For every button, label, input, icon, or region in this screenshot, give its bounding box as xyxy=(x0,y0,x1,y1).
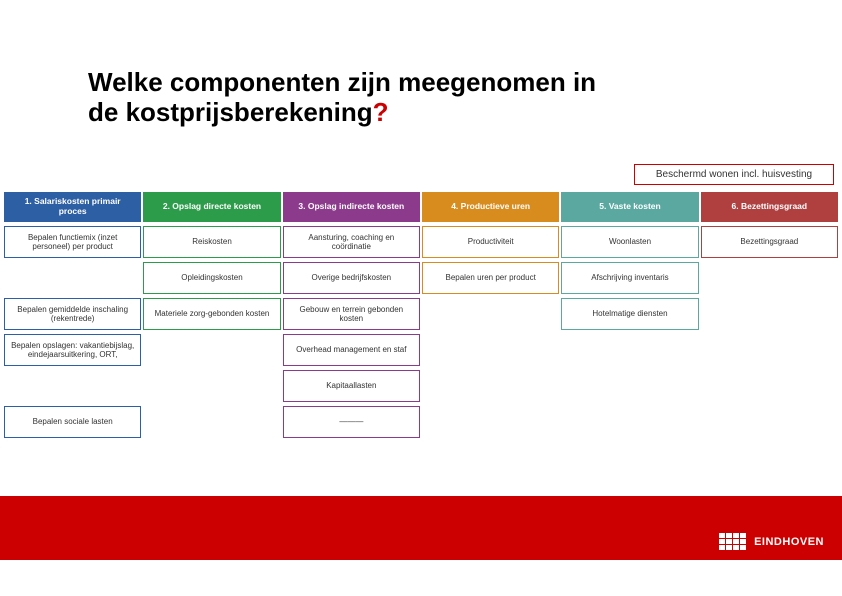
component-cell: Bepalen uren per product xyxy=(422,262,559,294)
column-header: 4. Productieve uren xyxy=(422,192,559,222)
component-cell xyxy=(561,406,698,438)
title-line2: de kostprijsberekening xyxy=(88,97,373,127)
component-cell: Bepalen opslagen: vakantiebijslag, einde… xyxy=(4,334,141,366)
component-cell xyxy=(422,370,559,402)
component-cell xyxy=(422,298,559,330)
component-cell: Woonlasten xyxy=(561,226,698,258)
component-cell xyxy=(701,298,838,330)
component-cell xyxy=(701,370,838,402)
component-cell: Aansturing, coaching en coördinatie xyxy=(283,226,420,258)
component-cell: Bezettingsgraad xyxy=(701,226,838,258)
component-cell xyxy=(561,334,698,366)
slide-title: Welke componenten zijn meegenomen in de … xyxy=(88,68,596,128)
component-cell: ——— xyxy=(283,406,420,438)
column-header: 2. Opslag directe kosten xyxy=(143,192,280,222)
footer-band xyxy=(0,496,842,560)
column-header: 5. Vaste kosten xyxy=(561,192,698,222)
column-header: 6. Bezettingsgraad xyxy=(701,192,838,222)
component-cell: Bepalen functiemix (inzet personeel) per… xyxy=(4,226,141,258)
component-cell: Gebouw en terrein gebonden kosten xyxy=(283,298,420,330)
component-cell: Kapitaallasten xyxy=(283,370,420,402)
component-cell: Hotelmatige diensten xyxy=(561,298,698,330)
component-cell xyxy=(143,370,280,402)
component-cell: Bepalen sociale lasten xyxy=(4,406,141,438)
eindhoven-logo-icon xyxy=(719,533,746,550)
component-cell: Productiviteit xyxy=(422,226,559,258)
component-cell: Overige bedrijfskosten xyxy=(283,262,420,294)
component-cell: Reiskosten xyxy=(143,226,280,258)
component-cell: Overhead management en staf xyxy=(283,334,420,366)
component-cell xyxy=(422,406,559,438)
component-cell: Afschrijving inventaris xyxy=(561,262,698,294)
title-punct: ? xyxy=(373,97,389,127)
component-cell: Opleidingskosten xyxy=(143,262,280,294)
component-cell xyxy=(701,262,838,294)
component-cell xyxy=(143,334,280,366)
component-cell: Bepalen gemiddelde inschaling (rekentred… xyxy=(4,298,141,330)
context-badge: Beschermd wonen incl. huisvesting xyxy=(634,164,834,185)
component-cell xyxy=(143,406,280,438)
component-cell xyxy=(701,406,838,438)
eindhoven-logo: EINDHOVEN xyxy=(719,533,824,550)
component-cell xyxy=(4,262,141,294)
component-cell xyxy=(701,334,838,366)
component-cell xyxy=(422,334,559,366)
title-line1: Welke componenten zijn meegenomen in xyxy=(88,67,596,97)
column-header: 3. Opslag indirecte kosten xyxy=(283,192,420,222)
eindhoven-logo-text: EINDHOVEN xyxy=(754,536,824,548)
component-cell xyxy=(4,370,141,402)
column-header: 1. Salariskosten primair proces xyxy=(4,192,141,222)
component-cell xyxy=(561,370,698,402)
component-cell: Materiele zorg-gebonden kosten xyxy=(143,298,280,330)
component-grid: 1. Salariskosten primair proces2. Opslag… xyxy=(4,192,838,438)
